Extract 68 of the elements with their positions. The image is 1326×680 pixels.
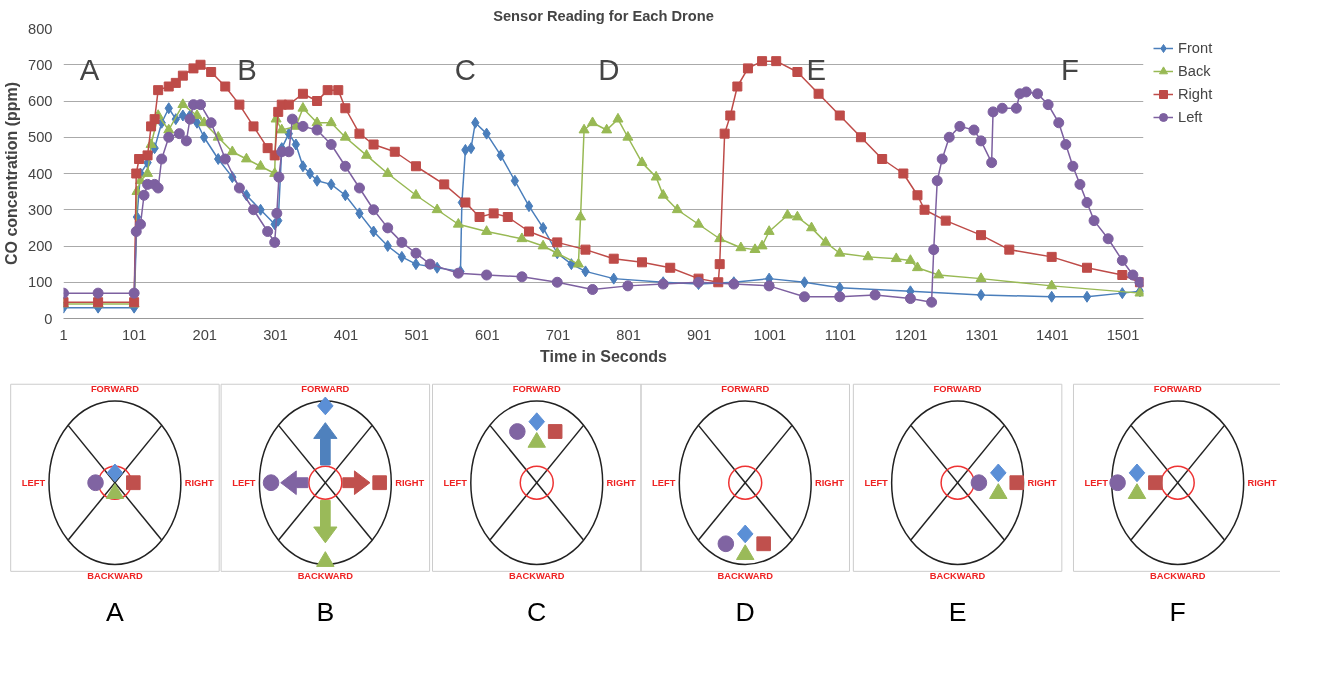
text: BACKWARD: [297, 571, 354, 582]
x-axis-title: Time in Seconds: [540, 347, 668, 365]
y-tick-label: 700: [28, 56, 53, 73]
x-tick-label: 1001: [753, 326, 787, 343]
annotation: B: [237, 52, 257, 86]
x-tick-label: 901: [686, 326, 712, 343]
x-tick-label: 101: [121, 326, 147, 343]
text: BACKWARD: [929, 571, 986, 582]
x-tick-label: 301: [263, 326, 288, 343]
text: RIGHT: [1027, 477, 1057, 488]
x-tick-label: 1401: [1036, 326, 1069, 343]
x-tick-label: 1501: [1106, 326, 1140, 343]
text: BACKWARD: [717, 571, 774, 582]
annotation: F: [1061, 52, 1080, 86]
text: FORWARD: [1153, 384, 1202, 395]
legend-label: Front: [1178, 40, 1213, 56]
text: BACKWARD: [509, 571, 565, 582]
text: LEFT: [443, 477, 468, 488]
text: FORWARD: [90, 384, 140, 395]
text: RIGHT: [184, 477, 215, 488]
x-tick-label: 701: [545, 326, 571, 343]
y-tick-label: 100: [28, 274, 53, 291]
text: F: [1169, 596, 1186, 627]
x-tick-label: 1101: [824, 326, 857, 343]
x-tick-label: 201: [192, 326, 218, 343]
text: RIGHT: [395, 477, 425, 488]
x-tick-label: 1301: [965, 326, 999, 343]
text: FORWARD: [721, 384, 770, 395]
text: D: [735, 596, 755, 627]
text: LEFT: [232, 477, 256, 488]
text: A: [106, 596, 125, 627]
x-tick-label: 501: [404, 326, 429, 343]
legend-label: Right: [1178, 86, 1213, 102]
annotation: D: [598, 52, 620, 86]
text: LEFT: [864, 477, 889, 488]
legend-label: Left: [1178, 109, 1203, 125]
text: LEFT: [652, 477, 676, 488]
text: BACKWARD: [1149, 571, 1206, 582]
text: RIGHT: [1247, 477, 1277, 488]
y-tick-label: 300: [28, 201, 53, 218]
text: BACKWARD: [87, 571, 143, 582]
x-tick-label: 601: [475, 326, 500, 343]
x-tick-label: 1: [59, 326, 68, 343]
x-tick-label: 401: [333, 326, 359, 343]
y-tick-label: 200: [28, 238, 53, 254]
text: RIGHT: [606, 477, 636, 488]
annotation: E: [806, 52, 827, 86]
y-tick-label: 600: [28, 93, 53, 109]
y-tick-label: 400: [28, 165, 53, 182]
x-tick-label: 1201: [894, 326, 928, 343]
text: LEFT: [21, 477, 46, 488]
text: E: [948, 596, 967, 627]
text: RIGHT: [815, 477, 845, 488]
annotation: C: [454, 52, 476, 86]
y-tick-label: 800: [28, 20, 53, 37]
x-tick-label: 801: [616, 326, 641, 343]
chart-title: Sensor Reading for Each Drone: [493, 7, 714, 24]
annotation: A: [79, 52, 100, 86]
text: B: [316, 596, 335, 627]
legend-label: Back: [1178, 63, 1211, 79]
text: C: [527, 596, 547, 627]
y-tick-label: 500: [28, 129, 53, 146]
text: LEFT: [1084, 477, 1109, 488]
text: FORWARD: [933, 384, 982, 395]
y-axis-title: CO concentration (ppm): [3, 81, 21, 266]
text: FORWARD: [301, 384, 350, 395]
text: FORWARD: [512, 384, 562, 395]
y-tick-label: 0: [44, 310, 53, 327]
